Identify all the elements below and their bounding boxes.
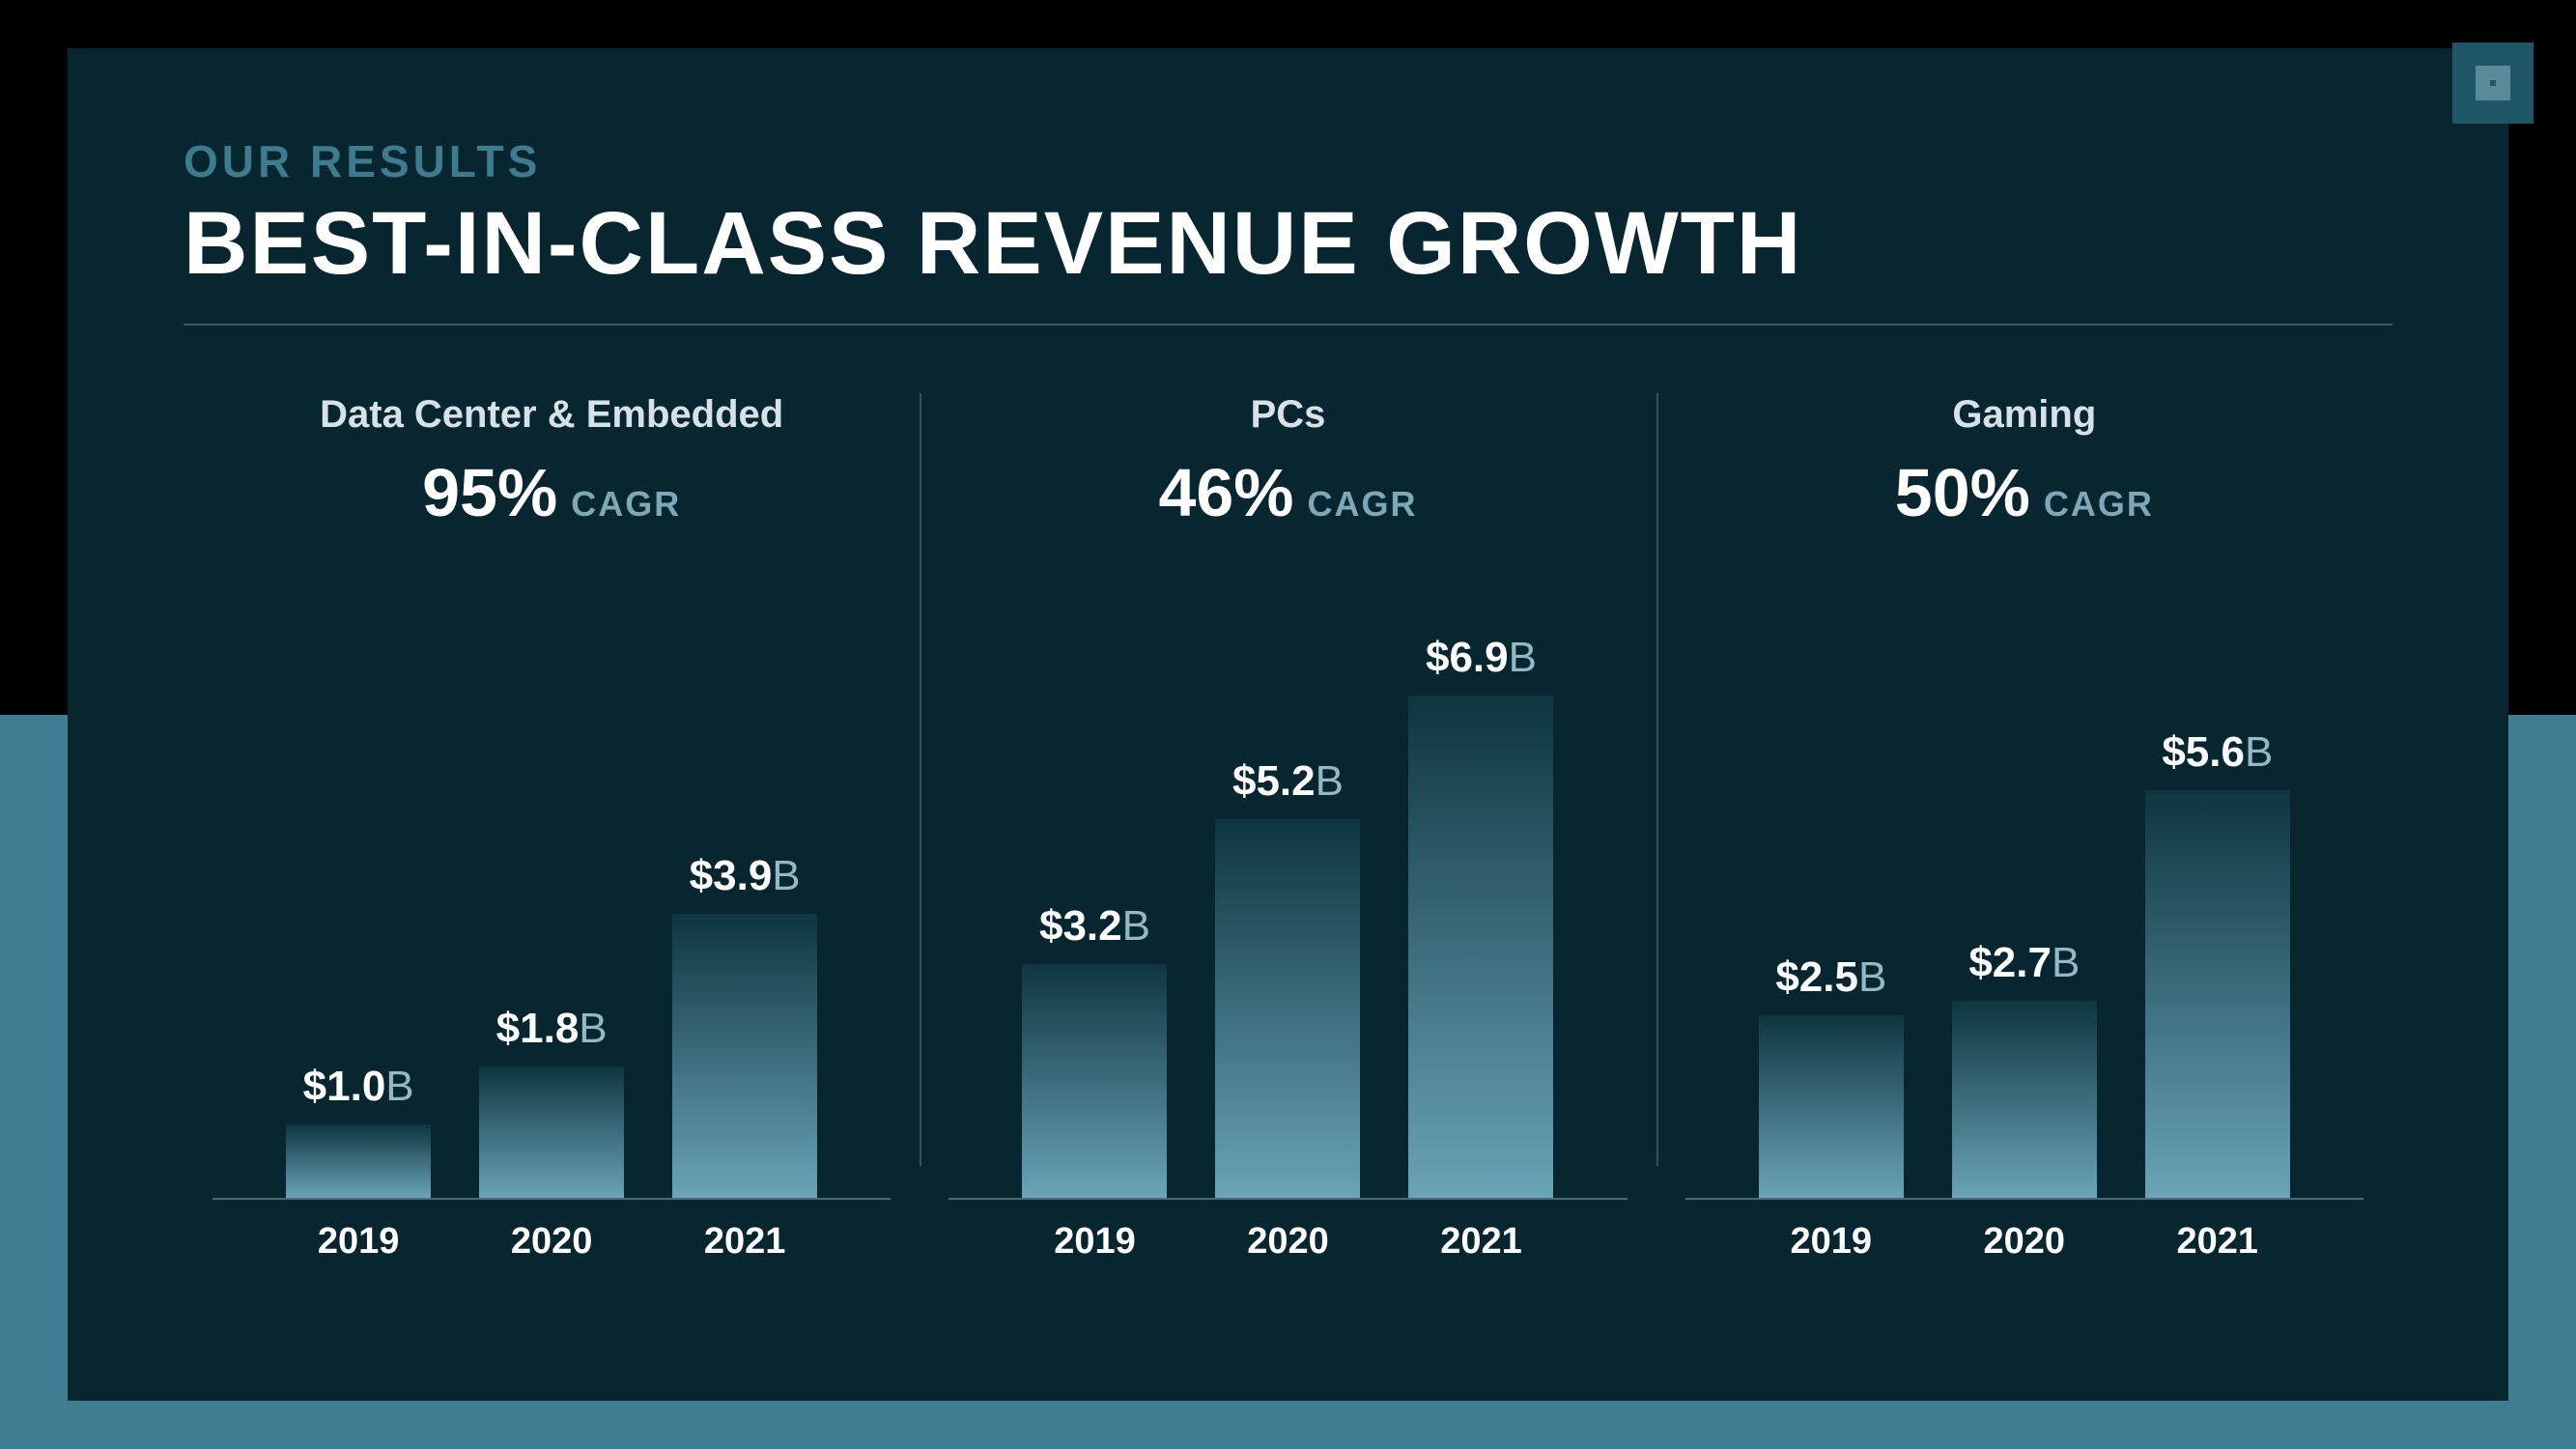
bar: $1.0B	[286, 560, 431, 1198]
cagr-label: CAGR	[571, 484, 681, 525]
eyebrow-text: OUR RESULTS	[184, 135, 2392, 187]
bar-rect	[1215, 819, 1360, 1198]
bar-rect	[479, 1066, 624, 1198]
year-label: 2019	[1022, 1221, 1167, 1263]
cagr-percent: 50%	[1895, 454, 2030, 531]
title-rule	[184, 324, 2392, 326]
bar-rect	[286, 1124, 431, 1197]
bar-value-label: $2.5B	[1775, 953, 1886, 1002]
year-label: 2020	[479, 1221, 624, 1263]
bar-value-label: $5.6B	[2162, 728, 2273, 777]
bar: $6.9B	[1408, 560, 1553, 1198]
panel-title: PCs	[1251, 393, 1326, 437]
panel-title: Gaming	[1952, 393, 2096, 437]
bar: $2.7B	[1952, 560, 2097, 1198]
year-label: 2021	[672, 1221, 817, 1263]
cagr-label: CAGR	[1308, 484, 1418, 525]
cagr-percent: 46%	[1158, 454, 1293, 531]
bar-rect	[1022, 964, 1167, 1197]
bar-value-label: $6.9B	[1426, 634, 1537, 682]
year-label: 2019	[1759, 1221, 1904, 1263]
chart-panel: PCs 46% CAGR $3.2B $5.2B $6.9B 2019 2020 2021	[920, 393, 1656, 1263]
cagr-label: CAGR	[2044, 484, 2154, 525]
x-axis-labels: 2019 2020 2021	[1685, 1221, 2364, 1263]
bar: $5.2B	[1215, 560, 1360, 1198]
x-axis-labels: 2019 2020 2021	[212, 1221, 891, 1263]
cagr-percent: 95%	[422, 454, 557, 531]
bars-area: $3.2B $5.2B $6.9B	[948, 560, 1627, 1200]
cagr-row: 50% CAGR	[1895, 454, 2154, 531]
slide-card: OUR RESULTS BEST-IN-CLASS REVENUE GROWTH…	[68, 48, 2508, 1401]
x-axis-labels: 2019 2020 2021	[948, 1221, 1627, 1263]
slide-title: BEST-IN-CLASS REVENUE GROWTH	[184, 197, 2392, 291]
bar-rect	[1759, 1015, 1904, 1197]
bar: $3.2B	[1022, 560, 1167, 1198]
year-label: 2020	[1215, 1221, 1360, 1263]
chart-panel: Gaming 50% CAGR $2.5B $2.7B $5.6B 2019 2020 2021	[1656, 393, 2392, 1263]
bar-value-label: $3.9B	[690, 852, 801, 900]
bar-value-label: $2.7B	[1968, 939, 2080, 987]
bar-value-label: $3.2B	[1039, 902, 1150, 951]
cagr-row: 46% CAGR	[1158, 454, 1417, 531]
bar: $5.6B	[2145, 560, 2290, 1198]
bar: $1.8B	[479, 560, 624, 1198]
chart-panel: Data Center & Embedded95%CAGR$1.0B$1.8B$…	[184, 393, 920, 1263]
amd-arrow-icon	[2464, 54, 2522, 112]
bar-value-label: $5.2B	[1232, 757, 1344, 806]
bars-area: $2.5B $2.7B $5.6B	[1685, 560, 2364, 1200]
bar: $2.5B	[1759, 560, 1904, 1198]
bar-rect	[1408, 696, 1553, 1198]
cagr-row: 95% CAGR	[422, 454, 681, 531]
bar-value-label: $1.0B	[303, 1063, 414, 1111]
brand-logo-box	[2452, 43, 2534, 124]
year-label: 2020	[1952, 1221, 2097, 1263]
bar-rect	[1952, 1001, 2097, 1197]
year-label: 2021	[1408, 1221, 1553, 1263]
year-label: 2021	[2145, 1221, 2290, 1263]
charts-row: Data Center & Embedded95%CAGR$1.0B$1.8B$…	[184, 393, 2392, 1263]
bar-rect	[672, 914, 817, 1198]
year-label: 2019	[286, 1221, 431, 1263]
bars-area: $1.0B $1.8B $3.9B	[212, 560, 891, 1200]
bar: $3.9B	[672, 560, 817, 1198]
panel-title: Data Center & Embedded	[320, 393, 783, 437]
bar-rect	[2145, 790, 2290, 1198]
bar-value-label: $1.8B	[496, 1005, 608, 1053]
